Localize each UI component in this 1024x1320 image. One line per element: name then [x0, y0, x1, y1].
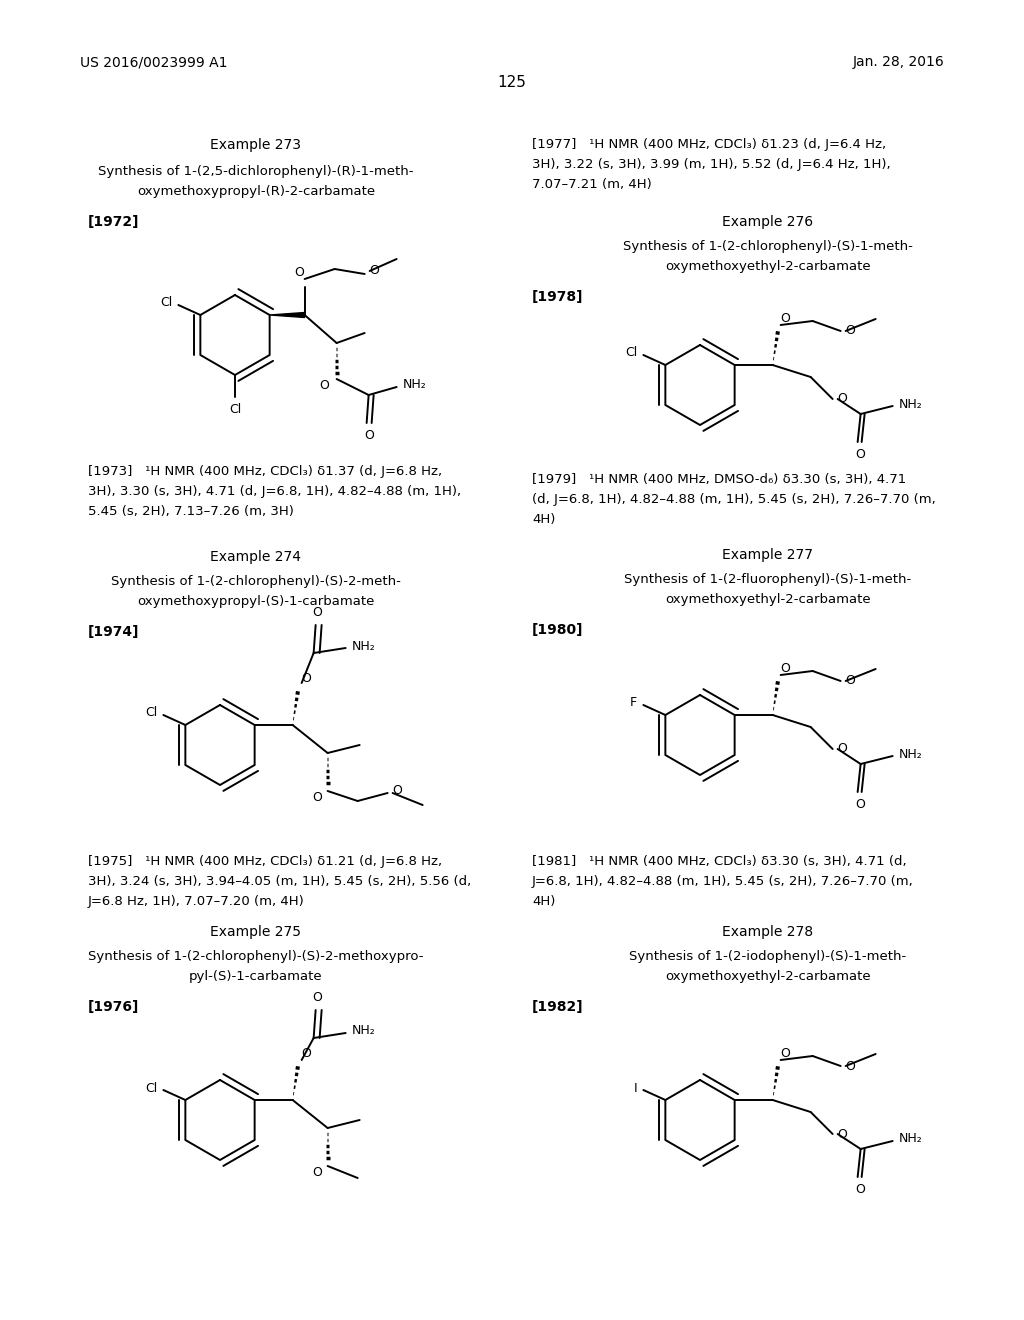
Text: 4H): 4H) — [532, 895, 555, 908]
Text: Cl: Cl — [145, 1081, 158, 1094]
Text: Example 273: Example 273 — [211, 139, 301, 152]
Text: Synthesis of 1-(2-chlorophenyl)-(S)-2-methoxypro-: Synthesis of 1-(2-chlorophenyl)-(S)-2-me… — [88, 950, 424, 964]
Text: O: O — [838, 392, 848, 405]
Text: O: O — [780, 1047, 791, 1060]
Text: 5.45 (s, 2H), 7.13–7.26 (m, 3H): 5.45 (s, 2H), 7.13–7.26 (m, 3H) — [88, 506, 294, 517]
Text: O: O — [846, 675, 855, 688]
Text: 4H): 4H) — [532, 513, 555, 525]
Text: O: O — [302, 1047, 311, 1060]
Text: NH₂: NH₂ — [351, 1024, 376, 1038]
Text: oxymethoxypropyl-(R)-2-carbamate: oxymethoxypropyl-(R)-2-carbamate — [137, 185, 375, 198]
Text: NH₂: NH₂ — [351, 639, 376, 652]
Text: Cl: Cl — [145, 706, 158, 719]
Text: O: O — [365, 429, 375, 442]
Text: O: O — [838, 1127, 848, 1140]
Text: oxymethoxyethyl-2-carbamate: oxymethoxyethyl-2-carbamate — [666, 970, 870, 983]
Text: 3H), 3.24 (s, 3H), 3.94–4.05 (m, 1H), 5.45 (s, 2H), 5.56 (d,: 3H), 3.24 (s, 3H), 3.94–4.05 (m, 1H), 5.… — [88, 875, 471, 888]
Text: [1980]: [1980] — [532, 623, 584, 638]
Text: 3H), 3.22 (s, 3H), 3.99 (m, 1H), 5.52 (d, J=6.4 Hz, 1H),: 3H), 3.22 (s, 3H), 3.99 (m, 1H), 5.52 (d… — [532, 158, 891, 172]
Text: O: O — [856, 447, 865, 461]
Text: pyl-(S)-1-carbamate: pyl-(S)-1-carbamate — [189, 970, 323, 983]
Text: Synthesis of 1-(2-iodophenyl)-(S)-1-meth-: Synthesis of 1-(2-iodophenyl)-(S)-1-meth… — [630, 950, 906, 964]
Text: NH₂: NH₂ — [899, 397, 923, 411]
Text: [1975]   ¹H NMR (400 MHz, CDCl₃) δ1.21 (d, J=6.8 Hz,: [1975] ¹H NMR (400 MHz, CDCl₃) δ1.21 (d,… — [88, 855, 442, 869]
Text: Synthesis of 1-(2-fluorophenyl)-(S)-1-meth-: Synthesis of 1-(2-fluorophenyl)-(S)-1-me… — [625, 573, 911, 586]
Text: US 2016/0023999 A1: US 2016/0023999 A1 — [80, 55, 227, 69]
Text: O: O — [311, 1166, 322, 1179]
Text: oxymethoxyethyl-2-carbamate: oxymethoxyethyl-2-carbamate — [666, 260, 870, 273]
Polygon shape — [269, 313, 305, 318]
Text: oxymethoxypropyl-(S)-1-carbamate: oxymethoxypropyl-(S)-1-carbamate — [137, 595, 375, 609]
Text: NH₂: NH₂ — [402, 379, 426, 392]
Text: Example 276: Example 276 — [723, 215, 813, 228]
Text: [1976]: [1976] — [88, 1001, 139, 1014]
Text: O: O — [780, 312, 791, 325]
Text: Synthesis of 1-(2,5-dichlorophenyl)-(R)-1-meth-: Synthesis of 1-(2,5-dichlorophenyl)-(R)-… — [98, 165, 414, 178]
Text: Cl: Cl — [229, 403, 241, 416]
Text: O: O — [856, 1183, 865, 1196]
Text: I: I — [634, 1081, 637, 1094]
Text: oxymethoxyethyl-2-carbamate: oxymethoxyethyl-2-carbamate — [666, 593, 870, 606]
Text: F: F — [630, 697, 637, 710]
Text: [1978]: [1978] — [532, 290, 584, 304]
Text: 3H), 3.30 (s, 3H), 4.71 (d, J=6.8, 1H), 4.82–4.88 (m, 1H),: 3H), 3.30 (s, 3H), 4.71 (d, J=6.8, 1H), … — [88, 484, 461, 498]
Text: [1979]   ¹H NMR (400 MHz, DMSO-d₆) δ3.30 (s, 3H), 4.71: [1979] ¹H NMR (400 MHz, DMSO-d₆) δ3.30 (… — [532, 473, 906, 486]
Text: O: O — [370, 264, 380, 277]
Text: O: O — [302, 672, 311, 685]
Text: O: O — [312, 606, 323, 619]
Text: 125: 125 — [498, 75, 526, 90]
Text: NH₂: NH₂ — [899, 1133, 923, 1146]
Text: [1977]   ¹H NMR (400 MHz, CDCl₃) δ1.23 (d, J=6.4 Hz,: [1977] ¹H NMR (400 MHz, CDCl₃) δ1.23 (d,… — [532, 139, 886, 150]
Text: Synthesis of 1-(2-chlorophenyl)-(S)-2-meth-: Synthesis of 1-(2-chlorophenyl)-(S)-2-me… — [111, 576, 401, 587]
Text: [1981]   ¹H NMR (400 MHz, CDCl₃) δ3.30 (s, 3H), 4.71 (d,: [1981] ¹H NMR (400 MHz, CDCl₃) δ3.30 (s,… — [532, 855, 906, 869]
Text: O: O — [856, 799, 865, 810]
Text: Example 275: Example 275 — [211, 925, 301, 939]
Text: J=6.8 Hz, 1H), 7.07–7.20 (m, 4H): J=6.8 Hz, 1H), 7.07–7.20 (m, 4H) — [88, 895, 305, 908]
Text: O: O — [392, 784, 402, 796]
Text: O: O — [838, 742, 848, 755]
Text: [1972]: [1972] — [88, 215, 139, 228]
Text: O: O — [846, 325, 855, 338]
Text: J=6.8, 1H), 4.82–4.88 (m, 1H), 5.45 (s, 2H), 7.26–7.70 (m,: J=6.8, 1H), 4.82–4.88 (m, 1H), 5.45 (s, … — [532, 875, 913, 888]
Text: [1982]: [1982] — [532, 1001, 584, 1014]
Text: Synthesis of 1-(2-chlorophenyl)-(S)-1-meth-: Synthesis of 1-(2-chlorophenyl)-(S)-1-me… — [623, 240, 913, 253]
Text: Cl: Cl — [160, 297, 172, 309]
Text: Example 274: Example 274 — [211, 550, 301, 564]
Text: NH₂: NH₂ — [899, 747, 923, 760]
Text: O: O — [318, 379, 329, 392]
Text: O: O — [312, 991, 323, 1005]
Text: Jan. 28, 2016: Jan. 28, 2016 — [852, 55, 944, 69]
Text: [1974]: [1974] — [88, 624, 139, 639]
Text: Cl: Cl — [625, 346, 637, 359]
Text: O: O — [295, 267, 304, 279]
Text: O: O — [311, 791, 322, 804]
Text: O: O — [846, 1060, 855, 1072]
Text: Example 278: Example 278 — [723, 925, 813, 939]
Text: Example 277: Example 277 — [723, 548, 813, 562]
Text: O: O — [780, 663, 791, 675]
Text: [1973]   ¹H NMR (400 MHz, CDCl₃) δ1.37 (d, J=6.8 Hz,: [1973] ¹H NMR (400 MHz, CDCl₃) δ1.37 (d,… — [88, 465, 442, 478]
Text: 7.07–7.21 (m, 4H): 7.07–7.21 (m, 4H) — [532, 178, 651, 191]
Text: (d, J=6.8, 1H), 4.82–4.88 (m, 1H), 5.45 (s, 2H), 7.26–7.70 (m,: (d, J=6.8, 1H), 4.82–4.88 (m, 1H), 5.45 … — [532, 492, 936, 506]
